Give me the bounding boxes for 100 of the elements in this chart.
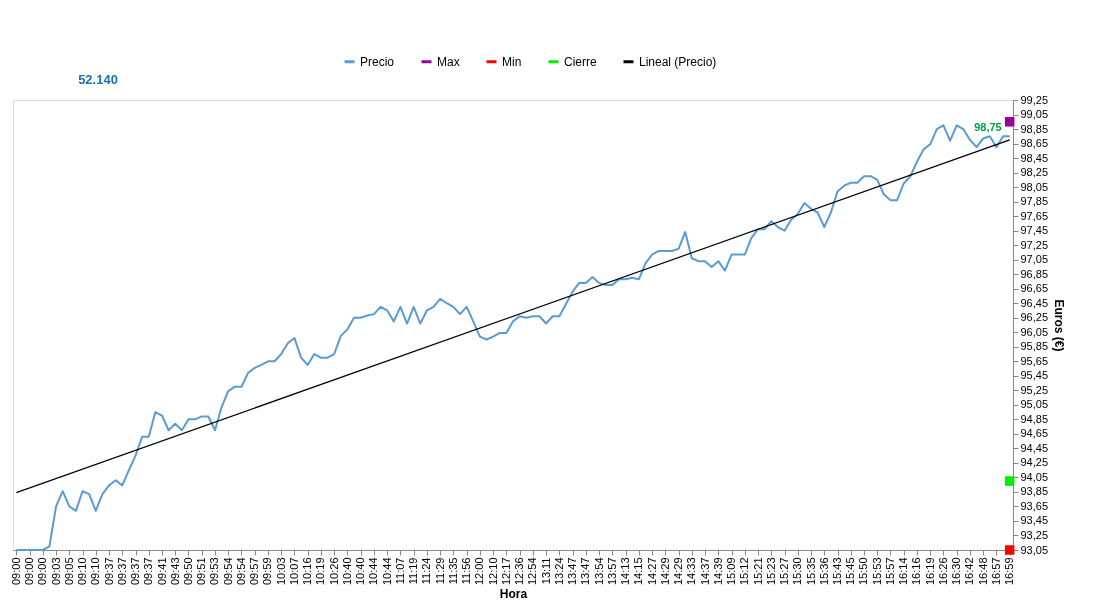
legend-label: Lineal (Precio) xyxy=(639,54,717,69)
x-tick-label: 09:03 xyxy=(49,557,62,586)
x-tick-label: 15:36 xyxy=(817,557,830,586)
x-tick-label: 14:29 xyxy=(658,557,671,586)
x-tick-label: 09:00 xyxy=(23,557,36,586)
x-tick-label: 15:50 xyxy=(857,557,870,586)
x-tick-label: 16:14 xyxy=(897,557,910,586)
x-tick-label: 11:07 xyxy=(393,557,406,585)
y-tick-label: 95,45 xyxy=(1020,369,1049,382)
y-tick-label: 95,05 xyxy=(1020,398,1049,411)
y-tick-label: 98,45 xyxy=(1020,151,1049,164)
x-tick-label: 15:23 xyxy=(764,557,777,586)
x-tick-label: 16:30 xyxy=(950,557,963,586)
x-tick-label: 13:54 xyxy=(592,557,605,586)
y-tick-label: 95,85 xyxy=(1020,340,1049,353)
x-tick-label: 09:10 xyxy=(89,557,102,586)
x-tick-label: 09:53 xyxy=(208,557,221,586)
x-tick-label: 14:29 xyxy=(672,557,685,586)
x-tick-label: 13:11 xyxy=(539,557,552,585)
x-tick-label: 10:44 xyxy=(380,557,393,586)
x-tick-label: 11:56 xyxy=(460,557,473,585)
y-tick-label: 97,85 xyxy=(1020,195,1049,208)
y-tick-label: 97,25 xyxy=(1020,238,1049,251)
y-tick-label: 93,45 xyxy=(1020,514,1049,527)
x-tick-label: 09:41 xyxy=(155,557,168,586)
x-tick-label: 14:13 xyxy=(619,557,632,586)
x-tick-label: 09:59 xyxy=(261,557,274,586)
legend-label: Precio xyxy=(360,54,395,69)
y-tick-label: 98,85 xyxy=(1020,122,1049,135)
x-tick-label: 09:37 xyxy=(115,557,128,586)
x-tick-label: 15:21 xyxy=(751,557,764,586)
annotation: 98,75 xyxy=(974,121,1002,134)
x-tick-label: 11:24 xyxy=(420,557,433,585)
x-tick-label: 16:42 xyxy=(963,557,976,586)
x-tick-label: 16:16 xyxy=(910,557,923,586)
x-tick-label: 09:57 xyxy=(248,557,261,586)
x-tick-label: 11:29 xyxy=(433,557,446,585)
x-tick-label: 15:43 xyxy=(831,557,843,586)
x-tick-label: 10:40 xyxy=(340,557,353,586)
x-tick-label: 16:57 xyxy=(989,557,1002,586)
x-tick-label: 09:51 xyxy=(195,557,208,586)
y-tick-label: 97,65 xyxy=(1020,209,1049,222)
y-tick-label: 94,25 xyxy=(1020,456,1049,469)
x-tick-label: 16:59 xyxy=(1003,557,1016,586)
x-tick-label: 15:57 xyxy=(883,557,896,586)
x-axis-title: Hora xyxy=(499,587,528,602)
x-tick-label: 09:54 xyxy=(234,557,247,586)
y-tick-label: 96,05 xyxy=(1020,325,1049,338)
x-tick-label: 16:48 xyxy=(976,557,989,586)
x-tick-label: 10:16 xyxy=(301,557,314,586)
y-tick-label: 96,85 xyxy=(1020,267,1049,280)
x-tick-label: 15:09 xyxy=(725,557,738,586)
x-tick-label: 14:27 xyxy=(645,557,658,586)
x-tick-label: 15:12 xyxy=(738,557,751,586)
x-tick-label: 10:19 xyxy=(314,557,327,586)
y-tick-label: 97,45 xyxy=(1020,224,1049,237)
x-tick-label: 13:57 xyxy=(605,557,618,586)
y-tick-label: 94,45 xyxy=(1020,441,1049,454)
y-tick-label: 93,85 xyxy=(1020,485,1049,498)
x-tick-label: 09:05 xyxy=(62,557,75,586)
y-tick-label: 93,25 xyxy=(1020,528,1049,541)
x-tick-label: 09:00 xyxy=(36,557,49,586)
x-tick-label: 12:17 xyxy=(499,557,512,586)
y-tick-label: 99,05 xyxy=(1020,108,1049,121)
x-tick-label: 12:10 xyxy=(486,557,499,586)
x-tick-label: 15:45 xyxy=(844,557,857,586)
x-tick-label: 16:19 xyxy=(923,557,936,586)
text: 52.140 xyxy=(78,72,118,87)
x-tick-label: 15:30 xyxy=(791,557,804,586)
x-tick-label: 10:03 xyxy=(274,557,287,586)
x-tick-label: 09:37 xyxy=(129,557,142,586)
x-tick-label: 16:26 xyxy=(936,557,949,586)
x-tick-label: 10:26 xyxy=(327,557,340,586)
x-tick-label: 12:36 xyxy=(513,557,526,586)
x-tick-label: 09:37 xyxy=(102,557,115,586)
legend-label: Min xyxy=(502,54,522,69)
y-tick-label: 99,25 xyxy=(1020,93,1049,106)
x-tick-label: 15:35 xyxy=(804,557,817,586)
y-axis-title: Euros (€) xyxy=(1052,299,1067,352)
y-tick-label: 96,45 xyxy=(1020,296,1049,309)
x-tick-label: 13:24 xyxy=(552,557,565,586)
x-tick-label: 09:10 xyxy=(76,557,89,586)
x-tick-label: 14:37 xyxy=(698,557,711,586)
x-tick-label: 09:00 xyxy=(9,557,22,586)
x-tick-label: 11:19 xyxy=(407,557,420,585)
legend-label: Max xyxy=(437,54,460,69)
x-tick-label: 13:47 xyxy=(579,557,592,586)
x-tick-label: 15:53 xyxy=(870,557,883,586)
x-tick-label: 09:37 xyxy=(142,557,155,586)
y-tick-label: 96,65 xyxy=(1020,282,1049,295)
y-tick-label: 96,25 xyxy=(1020,311,1049,324)
y-tick-label: 94,85 xyxy=(1020,412,1049,425)
x-tick-label: 11:35 xyxy=(446,557,459,585)
x-tick-label: 10:40 xyxy=(354,557,367,586)
x-tick-label: 15:27 xyxy=(778,557,791,586)
y-tick-label: 94,05 xyxy=(1020,470,1049,483)
x-tick-label: 09:43 xyxy=(168,557,181,586)
y-tick-label: 98,25 xyxy=(1020,166,1049,179)
x-tick-label: 14:15 xyxy=(632,557,645,586)
y-tick-label: 94,65 xyxy=(1020,427,1049,440)
